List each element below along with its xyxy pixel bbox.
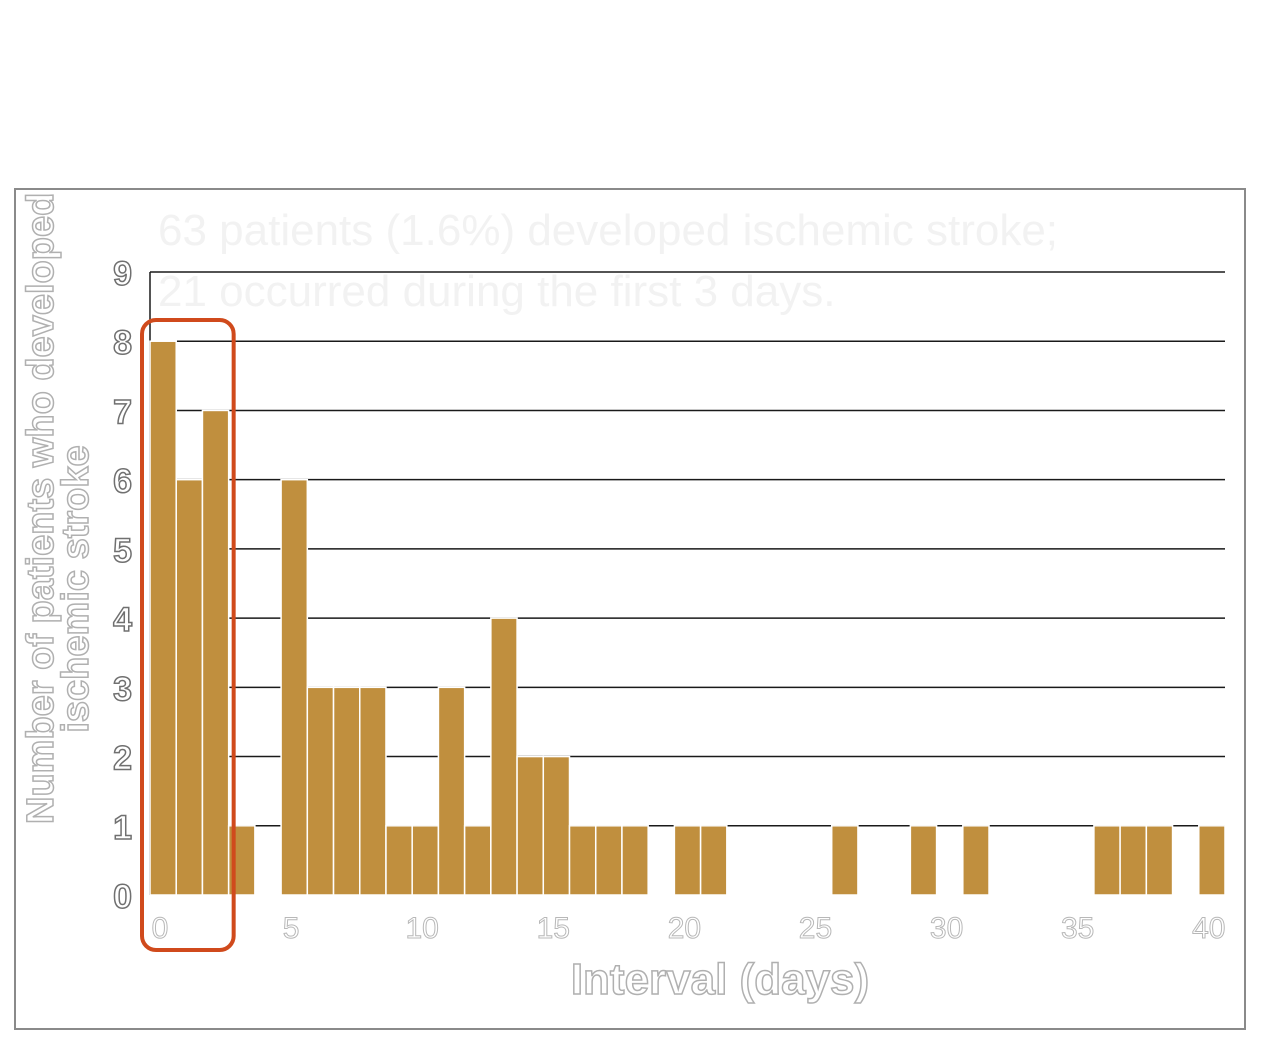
y-tick-labels: 0 1 2 3 4 5 6 7 8 9: [112, 254, 133, 917]
bar: [542, 755, 571, 896]
y-tick-label: 3: [113, 670, 132, 708]
bar: [280, 478, 309, 896]
x-tick-label: 0: [152, 912, 169, 945]
bar: [594, 825, 623, 896]
bar: [306, 686, 335, 896]
y-tick-label: 4: [113, 601, 132, 639]
x-tick-labels: 0 5 10 15 20 25 30 35 40: [151, 912, 1226, 946]
annotation-line-2: 21 occurred during the first 3 days.: [158, 267, 836, 316]
y-tick-label: 2: [113, 740, 132, 778]
x-tick-label: 30: [930, 912, 963, 945]
y-axis-label-line-2: ischemic stroke: [54, 445, 98, 734]
bar: [1093, 825, 1121, 896]
bar: [385, 825, 413, 896]
y-tick-label: 0: [113, 878, 132, 916]
bar: [490, 617, 518, 896]
x-tick-label: 20: [668, 912, 701, 945]
bar: [1119, 825, 1148, 896]
y-tick-label: 7: [113, 393, 132, 431]
x-tick-label: 10: [406, 912, 439, 945]
y-tick-label: 6: [113, 463, 132, 501]
y-tick-label: 5: [113, 532, 132, 570]
bar: [568, 825, 597, 896]
annotation-line-1: 63 patients (1.6%) developed ischemic st…: [158, 206, 1059, 255]
bars: [149, 340, 1226, 896]
y-tick-label: 1: [113, 809, 132, 847]
bar: [1145, 825, 1174, 896]
bar: [699, 825, 728, 896]
bar: [201, 409, 230, 896]
bar: [463, 825, 492, 896]
bar: [1198, 825, 1226, 896]
highlight-box: [140, 318, 236, 952]
x-tick-label: 35: [1061, 912, 1094, 945]
bar: [621, 825, 649, 896]
x-tick-label: 5: [283, 912, 300, 945]
bar: [437, 686, 466, 896]
bar: [359, 686, 387, 896]
y-tick-label: 8: [113, 324, 132, 362]
x-tick-label: 15: [537, 912, 570, 945]
bar: [909, 825, 938, 896]
bar: [673, 825, 702, 896]
bar: [962, 825, 990, 896]
bar: [830, 825, 859, 896]
x-tick-label: 25: [799, 912, 832, 945]
bar: [516, 755, 545, 896]
x-axis-label: Interval (days): [570, 955, 870, 1004]
bar: [332, 686, 361, 896]
highlight-layer: [140, 318, 236, 952]
y-tick-label: 9: [113, 255, 132, 293]
bar: [149, 340, 177, 896]
bar: [411, 825, 440, 896]
bar: [175, 478, 204, 896]
x-tick-label: 40: [1192, 912, 1225, 945]
